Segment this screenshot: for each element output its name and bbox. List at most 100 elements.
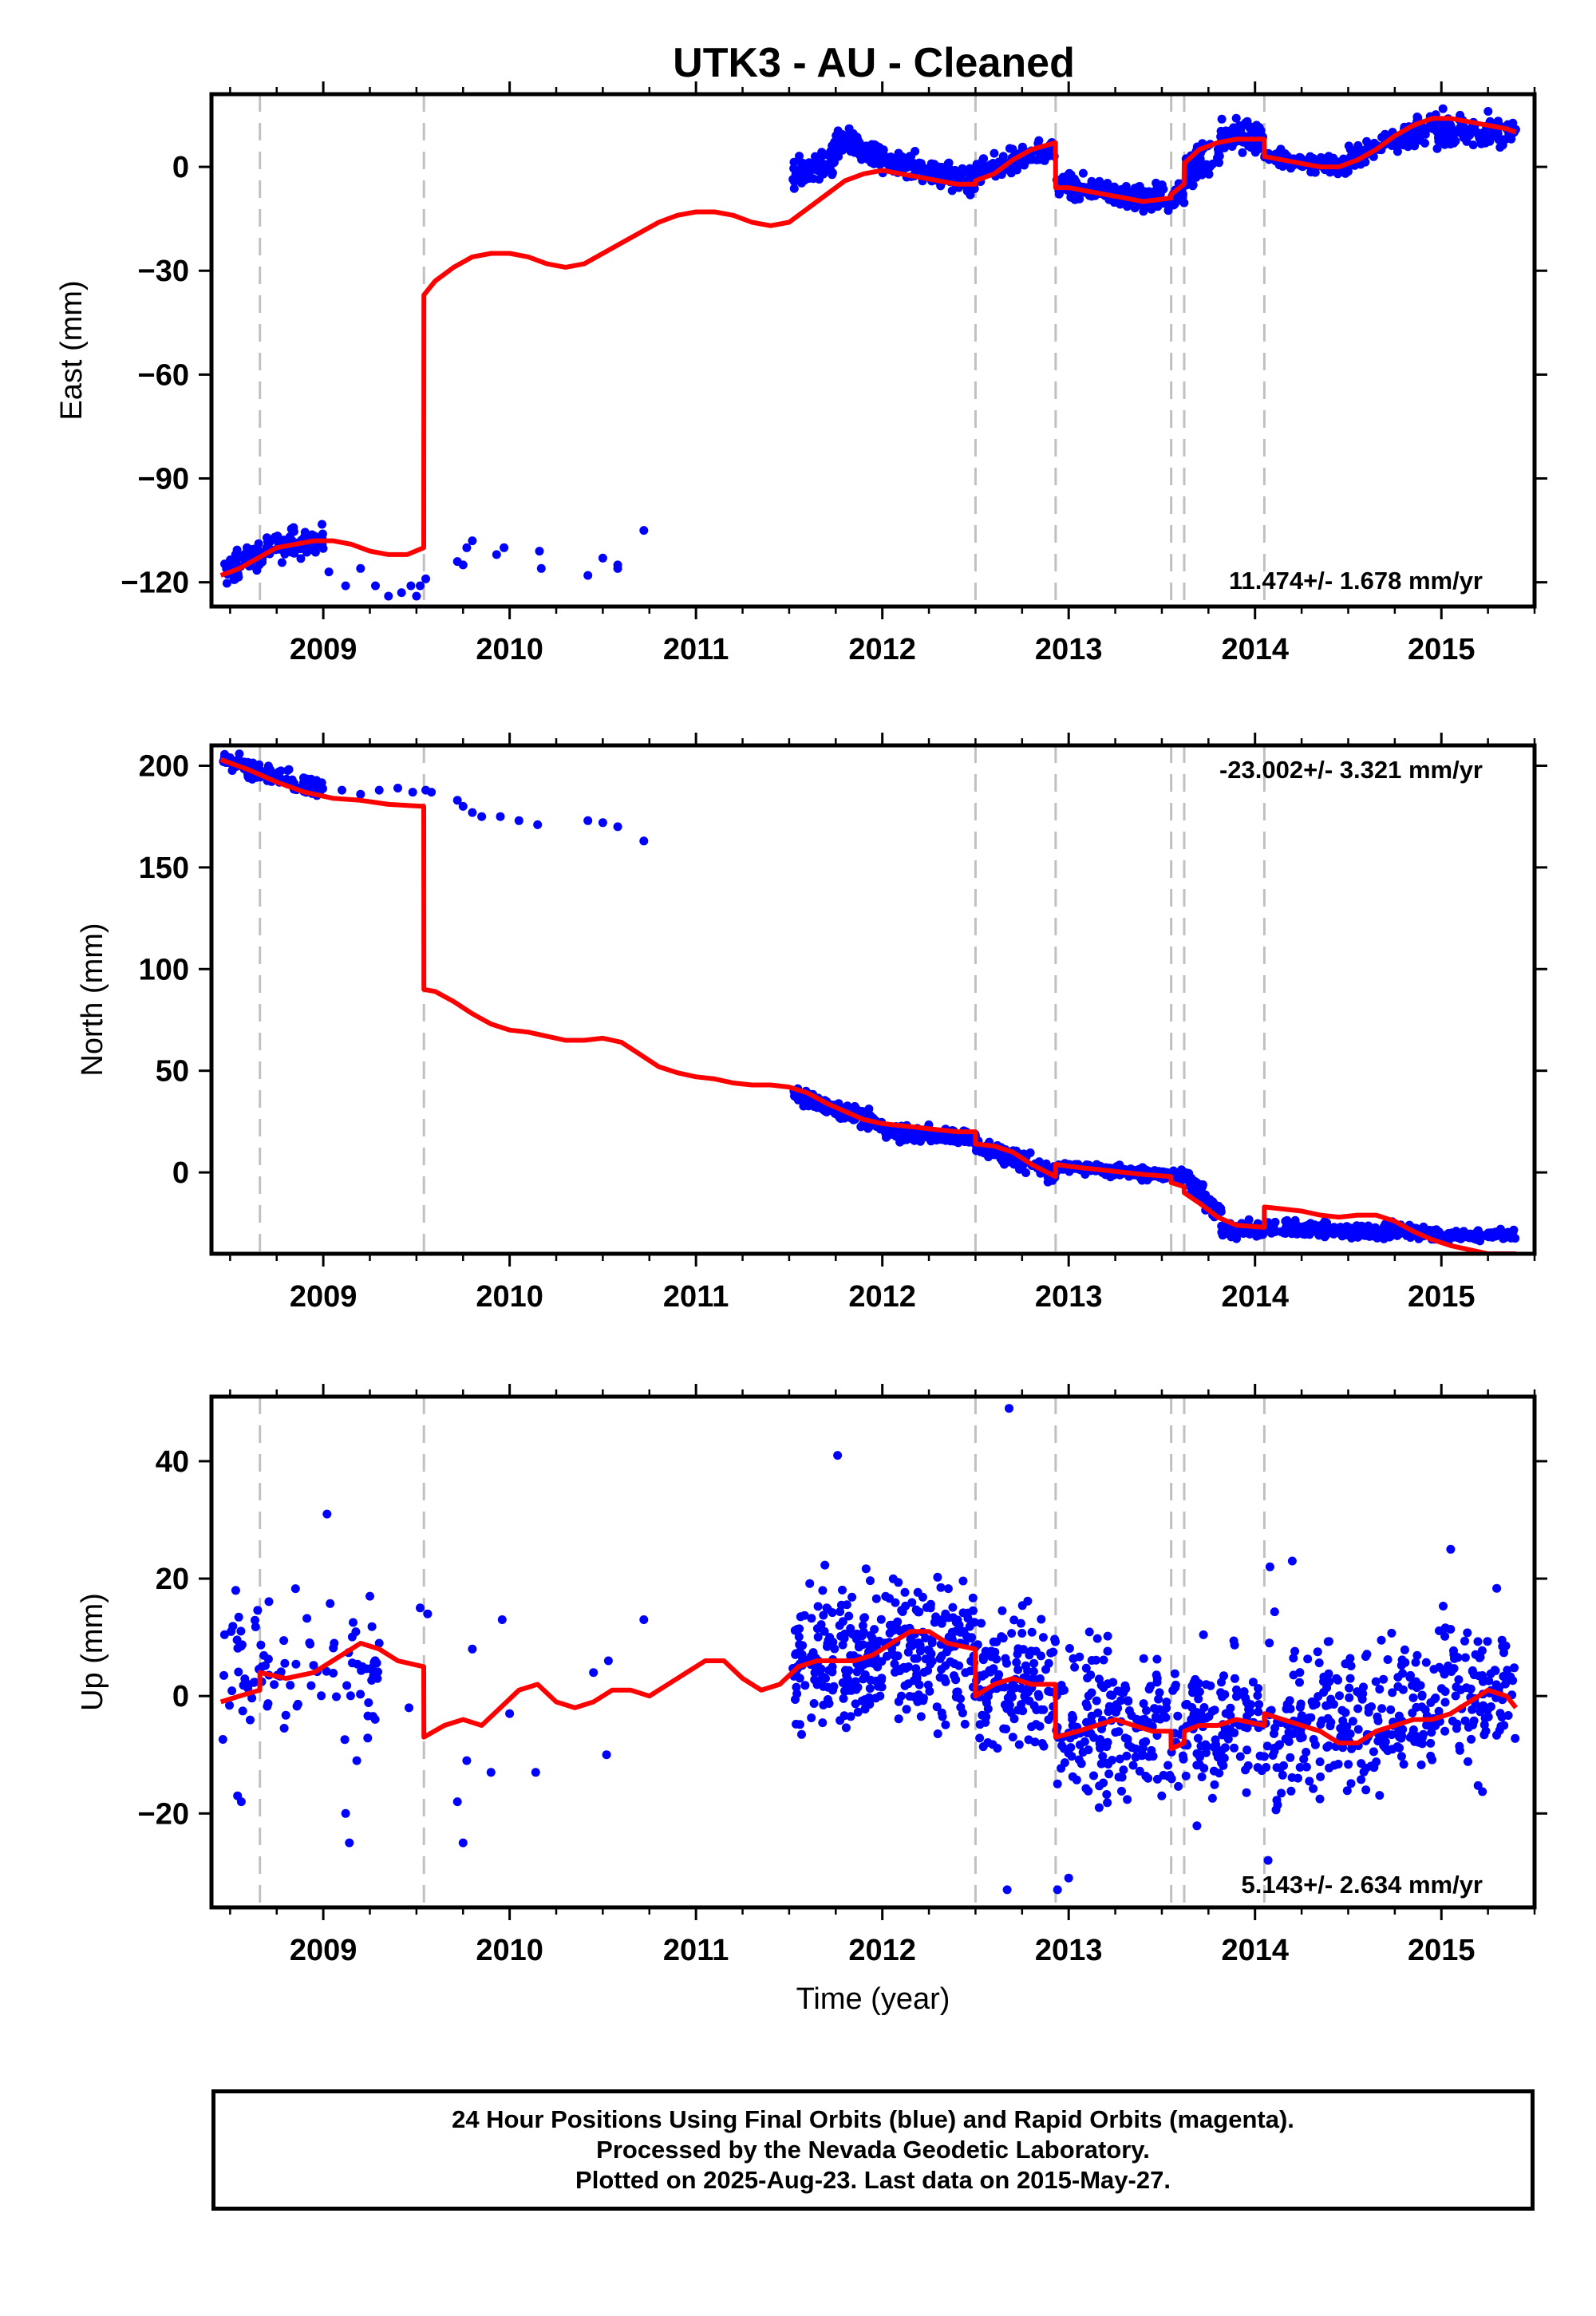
data-point xyxy=(948,1603,958,1612)
x-tick-label: 2010 xyxy=(476,633,543,666)
data-point xyxy=(1230,1728,1239,1737)
data-point xyxy=(1037,1705,1046,1714)
data-point xyxy=(1371,1677,1381,1686)
x-axis-label: Time (year) xyxy=(796,1982,950,2016)
data-point xyxy=(851,1105,861,1113)
data-point xyxy=(589,1668,598,1678)
data-point xyxy=(598,818,607,828)
data-point xyxy=(864,1698,874,1708)
data-point xyxy=(1303,1654,1313,1664)
data-point xyxy=(1480,1713,1490,1723)
data-point xyxy=(1316,1720,1325,1729)
data-point xyxy=(978,1742,988,1752)
data-point xyxy=(458,1838,468,1848)
data-point xyxy=(1395,1743,1404,1753)
data-point xyxy=(1104,1707,1113,1717)
x-tick-label: 2012 xyxy=(848,1280,916,1314)
data-point xyxy=(1114,1773,1124,1782)
data-point xyxy=(1353,1687,1362,1697)
model-curve xyxy=(219,116,1517,578)
data-point xyxy=(252,566,262,575)
data-point xyxy=(603,1656,613,1666)
data-point xyxy=(1347,1744,1357,1753)
data-point xyxy=(1053,1885,1062,1895)
data-point xyxy=(1242,1788,1251,1797)
data-point xyxy=(317,1691,326,1701)
data-point xyxy=(1017,1629,1027,1638)
data-point xyxy=(421,574,430,583)
x-tick-label: 2015 xyxy=(1408,1280,1476,1314)
data-point xyxy=(860,1613,869,1622)
y-tick-label: −60 xyxy=(138,358,189,392)
data-point xyxy=(356,789,365,799)
data-point xyxy=(1123,1795,1132,1804)
data-point xyxy=(1205,162,1215,172)
data-point xyxy=(1460,1653,1470,1662)
data-point xyxy=(956,1702,966,1712)
data-point xyxy=(1013,1665,1023,1674)
data-point xyxy=(970,1618,979,1627)
data-point xyxy=(926,1599,935,1609)
data-point xyxy=(1446,1544,1456,1554)
data-point xyxy=(881,1124,890,1134)
data-point xyxy=(1287,1773,1297,1782)
data-point xyxy=(218,1735,227,1744)
data-point xyxy=(1412,1650,1422,1660)
data-point xyxy=(833,1451,843,1460)
data-point xyxy=(1369,1763,1379,1773)
data-point xyxy=(1016,1618,1025,1628)
y-tick-label: 20 xyxy=(156,1563,189,1596)
data-point xyxy=(916,1712,926,1721)
data-point xyxy=(1346,1779,1356,1788)
data-point xyxy=(1270,1227,1280,1236)
data-point xyxy=(846,1712,855,1721)
data-point xyxy=(1030,1737,1040,1747)
data-point xyxy=(1094,1803,1104,1812)
data-point xyxy=(1400,1645,1409,1654)
data-point xyxy=(1140,1714,1149,1724)
plot-frame xyxy=(209,743,1537,1256)
data-point xyxy=(1487,1231,1495,1240)
data-point xyxy=(300,528,310,537)
data-point xyxy=(839,1711,849,1721)
data-point xyxy=(1476,139,1486,148)
data-point xyxy=(905,152,915,161)
data-point xyxy=(1377,1704,1387,1713)
data-point xyxy=(1433,128,1443,137)
data-point xyxy=(1120,1733,1130,1743)
data-point xyxy=(250,1678,259,1687)
x-tick-label: 2013 xyxy=(1035,633,1103,666)
data-point xyxy=(1037,1739,1047,1748)
data-point xyxy=(1141,1772,1151,1780)
data-point xyxy=(1078,168,1088,178)
panel-north: 2009 2010 2011 2012 2013 2014 2015050100150200… xyxy=(76,733,1547,1314)
data-point xyxy=(968,1593,978,1603)
data-point xyxy=(1353,1704,1363,1713)
data-point xyxy=(1315,1794,1325,1804)
data-point xyxy=(1253,1691,1262,1700)
data-point xyxy=(1288,1223,1297,1232)
data-point xyxy=(821,1674,830,1683)
data-point xyxy=(959,1626,969,1636)
data-point xyxy=(1027,1722,1037,1732)
data-point xyxy=(1440,1697,1450,1707)
data-point xyxy=(998,1606,1007,1615)
data-point xyxy=(1253,1763,1262,1773)
data-point xyxy=(843,1686,852,1695)
data-point xyxy=(1417,1690,1427,1700)
data-point xyxy=(639,836,649,846)
data-point xyxy=(219,1670,228,1680)
y-tick-label: −90 xyxy=(138,463,189,496)
data-point xyxy=(1283,1734,1293,1744)
data-point xyxy=(613,822,622,832)
data-point xyxy=(1462,1683,1472,1693)
data-point xyxy=(1211,1741,1220,1750)
data-point xyxy=(918,1592,927,1602)
data-point xyxy=(1346,1228,1356,1238)
data-point xyxy=(1135,182,1144,191)
data-point xyxy=(468,536,477,546)
data-point xyxy=(1383,1655,1393,1664)
data-point xyxy=(990,148,999,158)
data-point xyxy=(1326,1717,1336,1727)
data-point xyxy=(364,1698,373,1707)
